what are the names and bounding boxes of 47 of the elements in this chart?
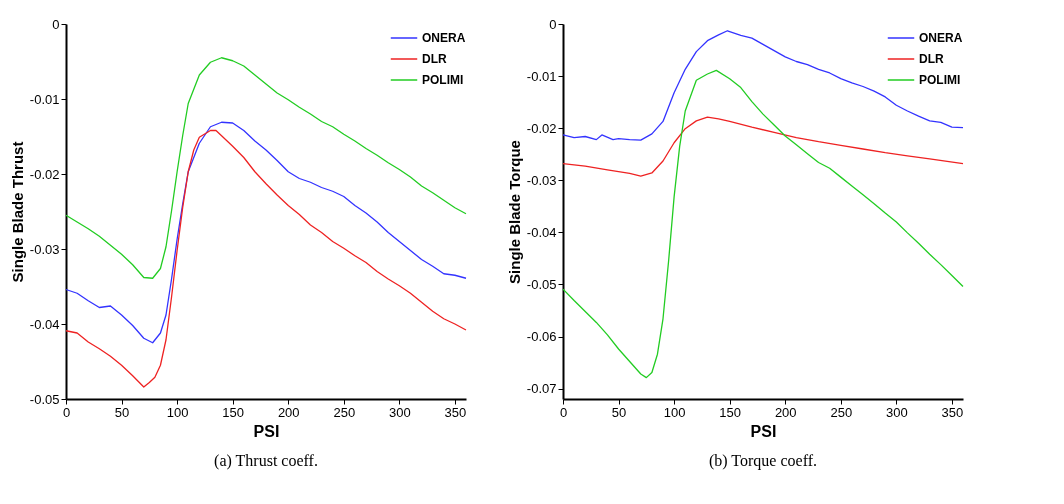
y-tick-label: -0.04 (526, 224, 557, 240)
x-tick-label: 100 (166, 404, 189, 420)
x-tick-label: 0 (62, 404, 71, 420)
x-tick-label: 350 (941, 404, 964, 420)
legend-label: POLIMI (422, 73, 464, 87)
legend-label: DLR (422, 52, 447, 66)
line-series (562, 116, 964, 177)
y-axis-title: Single Blade Thrust (8, 141, 26, 283)
y-tick-label: -0.01 (526, 68, 557, 84)
x-tick-label: 100 (663, 404, 686, 420)
x-axis-title: PSI (750, 422, 777, 440)
x-tick-label: 350 (444, 404, 467, 420)
legend-label: ONERA (422, 31, 466, 45)
legend-label: DLR (919, 52, 944, 66)
y-tick-label: -0.01 (29, 91, 60, 107)
y-tick-label: -0.02 (526, 120, 557, 136)
y-tick-label: -0.07 (526, 381, 557, 397)
y-tick-label: -0.06 (526, 329, 557, 344)
y-tick-label: -0.03 (29, 241, 60, 257)
y-tick-label: -0.05 (526, 276, 557, 292)
line-series (562, 69, 964, 379)
y-tick-label: -0.03 (526, 172, 557, 188)
x-tick-label: 200 (774, 404, 797, 420)
y-tick-label: 0 (52, 16, 60, 32)
x-tick-label: 150 (222, 404, 245, 420)
x-tick-label: 50 (114, 404, 130, 420)
line-series (562, 30, 964, 141)
text: (a) Thrust coeff. (214, 452, 318, 470)
text: (b) Torque coeff. (708, 452, 818, 470)
x-tick-label: 300 (885, 404, 908, 420)
x-tick-label: 300 (388, 404, 411, 420)
legend-label: ONERA (919, 31, 963, 45)
x-tick-label: 150 (719, 404, 742, 420)
y-tick-label: -0.05 (29, 391, 60, 407)
x-tick-label: 250 (333, 404, 356, 420)
x-tick-label: 250 (830, 404, 853, 420)
y-tick-label: -0.04 (29, 316, 60, 332)
x-tick-label: 200 (277, 404, 300, 420)
x-tick-label: 0 (559, 404, 568, 420)
x-axis-title: PSI (253, 422, 280, 440)
legend-label: POLIMI (919, 73, 961, 87)
line-series (65, 121, 467, 344)
y-tick-label: 0 (549, 16, 557, 32)
y-tick-label: -0.02 (29, 166, 60, 182)
y-axis-title: Single Blade Torque (505, 140, 523, 284)
line-series (65, 129, 467, 388)
x-tick-label: 50 (611, 404, 627, 420)
